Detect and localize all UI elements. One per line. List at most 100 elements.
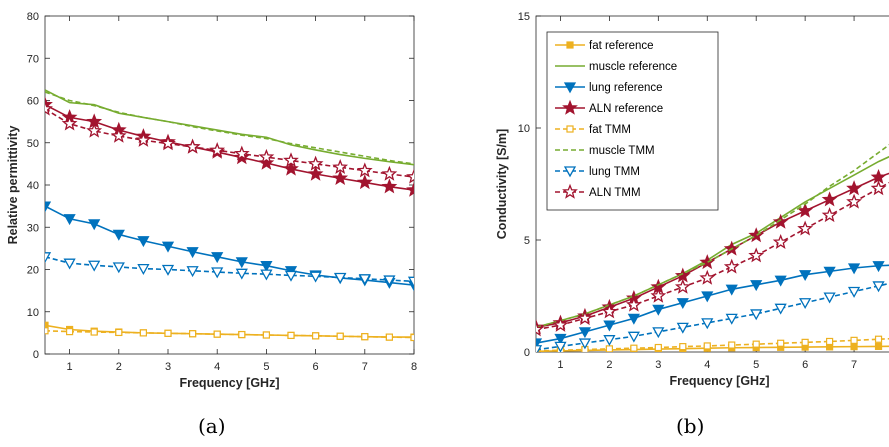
data-point — [110, 127, 127, 143]
data-point — [652, 304, 665, 316]
data-point — [650, 287, 667, 303]
series-line — [45, 104, 414, 191]
data-point — [577, 310, 593, 326]
caption-a: (a) — [198, 414, 226, 438]
series-lung-tmm — [45, 252, 414, 288]
data-point — [65, 328, 74, 336]
data-point — [821, 207, 838, 223]
data-point — [797, 202, 814, 218]
data-point — [825, 337, 834, 346]
legend-marker — [563, 82, 577, 94]
series-line — [536, 337, 889, 352]
x-tick-label: 1 — [67, 361, 73, 373]
data-point — [728, 341, 736, 349]
legend-marker — [566, 125, 574, 133]
x-tick-label: 4 — [704, 359, 710, 371]
data-point — [846, 193, 862, 209]
x-tick-label: 7 — [362, 361, 368, 373]
data-point — [874, 335, 883, 343]
series-line — [536, 264, 889, 344]
data-point — [625, 296, 642, 312]
series-line — [536, 172, 889, 329]
data-point — [850, 336, 858, 344]
data-point — [45, 327, 49, 335]
series-line — [45, 108, 414, 178]
series-group — [536, 143, 889, 352]
data-point — [750, 280, 763, 292]
legend-marker — [562, 183, 578, 199]
data-point — [554, 341, 567, 352]
data-point — [847, 263, 861, 275]
data-point — [213, 330, 221, 338]
data-point — [284, 270, 298, 282]
data-point — [160, 135, 176, 151]
data-point — [334, 272, 347, 284]
series-line — [536, 345, 889, 352]
data-point — [772, 233, 789, 249]
data-point — [88, 260, 101, 272]
x-tick-label: 8 — [411, 361, 417, 373]
series-muscle-ref — [45, 89, 414, 166]
data-point — [872, 281, 885, 293]
data-point — [356, 162, 373, 178]
series-line — [536, 282, 889, 351]
x-tick-label: 3 — [165, 361, 171, 373]
legend-label: lung reference — [589, 82, 663, 94]
data-point — [45, 252, 52, 264]
series-fat-tmm — [45, 327, 414, 342]
data-point — [186, 247, 199, 259]
data-point — [407, 276, 414, 288]
y-tick-label: 15 — [518, 11, 530, 23]
data-point — [45, 321, 49, 329]
data-point — [627, 313, 640, 325]
data-point — [772, 213, 789, 229]
data-point — [358, 274, 371, 286]
data-point — [211, 267, 224, 279]
y-tick-label: 10 — [27, 307, 39, 319]
y-tick-label: 30 — [27, 222, 39, 234]
data-point — [211, 252, 224, 264]
data-point — [850, 343, 858, 351]
y-axis-label: Conductivity [S/m] — [495, 129, 509, 239]
series-group — [45, 89, 414, 342]
data-point — [823, 292, 836, 304]
x-tick-label: 2 — [606, 359, 612, 371]
data-point — [258, 148, 275, 164]
data-point — [536, 345, 543, 352]
legend-item-muscle-tmm: muscle TMM — [555, 145, 655, 157]
x-tick-label: 2 — [116, 361, 122, 373]
data-point — [870, 168, 887, 184]
data-point — [652, 327, 665, 339]
data-point — [725, 313, 738, 325]
data-point — [209, 142, 226, 158]
data-point — [723, 258, 740, 274]
series-muscle-ref — [536, 155, 889, 329]
x-axis-label: Frequency [GHz] — [179, 376, 279, 390]
data-point — [90, 328, 98, 336]
legend-marker — [566, 41, 574, 49]
legend-marker — [563, 166, 577, 178]
y-tick-label: 80 — [27, 11, 39, 23]
series-line — [45, 256, 414, 283]
legend: fat reference muscle reference lung refere… — [546, 31, 719, 211]
data-point — [61, 115, 78, 131]
y-axis-label: Relative permittivity — [6, 126, 20, 245]
data-point — [703, 342, 711, 350]
data-point — [262, 331, 270, 339]
series-aln-tmm — [45, 100, 414, 184]
data-point — [258, 154, 275, 170]
x-tick-label: 6 — [802, 359, 808, 371]
data-point — [112, 229, 125, 241]
legend-item-fat-tmm: fat TMM — [555, 124, 631, 136]
x-tick-label: 6 — [313, 361, 319, 373]
x-tick-label: 4 — [214, 361, 220, 373]
data-point — [799, 298, 812, 310]
data-point — [137, 236, 150, 248]
y-tick-label: 50 — [27, 138, 39, 150]
data-point — [189, 330, 197, 338]
y-tick-label: 20 — [27, 265, 39, 277]
series-line — [536, 155, 889, 329]
data-point — [287, 331, 295, 340]
x-tick-label: 5 — [753, 359, 759, 371]
